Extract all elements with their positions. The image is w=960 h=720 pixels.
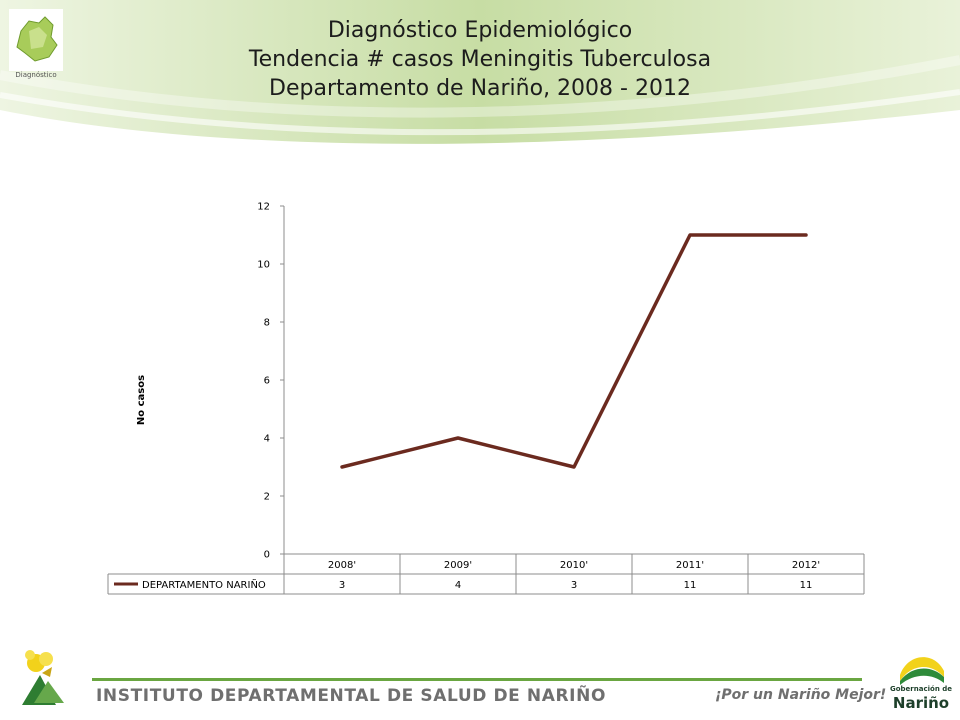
- header-band: [0, 0, 960, 160]
- slogan: ¡Por un Nariño Mejor!: [715, 687, 887, 703]
- title-line-3: Departamento de Nariño, 2008 - 2012: [269, 76, 691, 101]
- series-layer: [340, 233, 808, 469]
- x-category-label: 2008': [328, 560, 356, 571]
- y-axis: 0 2 4 6 8 10 12: [257, 202, 285, 561]
- page-title: Diagnóstico Epidemiológico Tendencia # c…: [120, 16, 840, 103]
- title-line-2: Tendencia # casos Meningitis Tuberculosa: [248, 47, 712, 72]
- x-category-label: 2012': [792, 560, 820, 571]
- table-value: 3: [339, 580, 345, 591]
- y-tick-label: 10: [257, 260, 270, 271]
- footer-divider: [92, 678, 862, 681]
- y-tick-label: 0: [264, 550, 270, 561]
- title-line-1: Diagnóstico Epidemiológico: [327, 18, 633, 43]
- table-value: 11: [800, 580, 813, 591]
- institute-flower-logo: [22, 650, 64, 705]
- y-tick-label: 4: [264, 434, 270, 445]
- gobernacion-logo: [900, 657, 944, 685]
- table-value: 11: [684, 580, 697, 591]
- y-tick-label: 6: [264, 376, 270, 387]
- department-map-logo: [9, 9, 63, 71]
- y-axis-label: No casos: [136, 375, 147, 425]
- institution-name: INSTITUTO DEPARTAMENTAL DE SALUD DE NARI…: [96, 686, 606, 706]
- data-table: 2008' 2009' 2010' 2011' 2012' DEPARTAMENTO NA…: [107, 553, 865, 595]
- gobernacion-line-2: Nariño: [892, 694, 950, 712]
- y-tick-label: 12: [257, 202, 270, 213]
- x-category-label: 2011': [676, 560, 704, 571]
- x-category-label: 2010': [560, 560, 588, 571]
- legend-series-name: DEPARTAMENTO NARIÑO: [142, 578, 266, 591]
- gobernacion-line-1: Gobernación de: [889, 685, 952, 693]
- table-value: 4: [455, 580, 461, 591]
- table-value: 3: [571, 580, 577, 591]
- y-tick-label: 8: [264, 318, 270, 329]
- y-tick-label: 2: [264, 492, 270, 503]
- series-line: [340, 233, 808, 469]
- logo-caption: Diagnóstico: [15, 71, 57, 79]
- x-category-label: 2009': [444, 560, 472, 571]
